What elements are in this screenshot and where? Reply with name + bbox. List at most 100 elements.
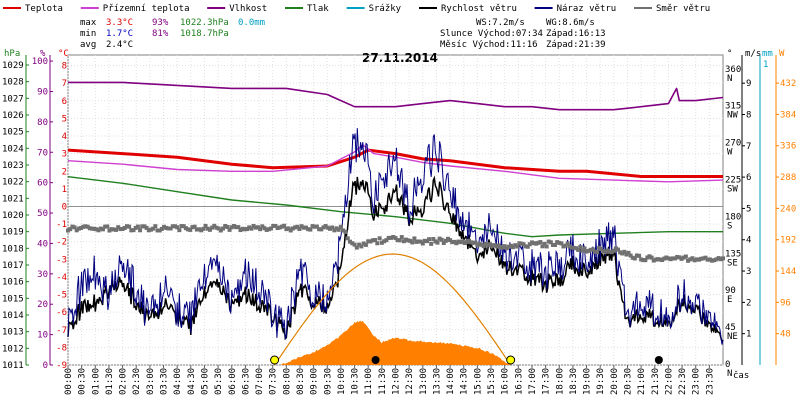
- hpa-tick-label: 1021: [2, 194, 24, 204]
- series-direction-point: [131, 228, 136, 233]
- series-direction-point: [588, 247, 593, 252]
- series-direction-point: [234, 225, 239, 230]
- series-direction-point: [694, 257, 699, 262]
- series-direction-point: [622, 249, 627, 254]
- sunset-marker: [506, 355, 516, 365]
- series-ground-temperature: [67, 144, 724, 183]
- series-direction-point: [460, 239, 465, 244]
- series-direction-point: [718, 257, 723, 262]
- solar-tick-label: 384: [780, 110, 796, 120]
- series-direction-point: [576, 247, 581, 252]
- series-direction-point: [79, 226, 84, 231]
- series-direction-point: [225, 224, 230, 229]
- series-direction-point: [105, 224, 110, 229]
- legend-label: Vlhkost: [229, 4, 267, 14]
- series-direction-point: [502, 244, 507, 249]
- series-direction-point: [127, 224, 132, 229]
- series-direction-point: [450, 240, 455, 245]
- series-direction-point: [565, 241, 570, 246]
- time-tick-label: 05:00: [200, 368, 210, 395]
- degc-tick-label: -4: [56, 273, 67, 283]
- series-direction-point: [582, 246, 587, 251]
- pct-tick-label: 70: [37, 148, 48, 158]
- legend-label: Teplota: [25, 4, 63, 14]
- series-direction-point: [74, 228, 79, 233]
- time-tick-label: 11:00: [364, 368, 374, 395]
- series-direction-point: [408, 238, 413, 243]
- hpa-tick-label: 1017: [2, 261, 24, 271]
- series-direction-point: [559, 241, 564, 246]
- series-direction-point: [81, 224, 86, 229]
- series-direction-point: [368, 239, 373, 244]
- degc-tick-label: -5: [56, 291, 67, 301]
- series-direction-point: [517, 241, 522, 246]
- series-direction-point: [251, 223, 256, 228]
- series-direction-point: [96, 228, 101, 233]
- pct-tick-label: 30: [37, 270, 48, 280]
- series-direction-point: [414, 239, 419, 244]
- series-direction-point: [668, 257, 673, 262]
- series-direction-point: [124, 224, 129, 229]
- time-tick-label: 10:30: [351, 368, 361, 395]
- chart-date: 27.11.2014: [362, 51, 438, 65]
- time-tick-label: 22:00: [664, 368, 674, 395]
- series-direction-point: [609, 250, 614, 255]
- series-direction-point: [490, 243, 495, 248]
- time-tick-label: 23:00: [692, 368, 702, 395]
- degc-tick-label: 3: [62, 150, 67, 160]
- series-direction-point: [129, 228, 134, 233]
- axis-header-mm: mm: [762, 49, 773, 59]
- time-tick-label: 13:00: [419, 368, 429, 395]
- hpa-tick-label: 1023: [2, 161, 24, 171]
- time-tick-label: 01:30: [105, 368, 115, 395]
- series-direction-point: [550, 242, 555, 247]
- time-tick-label: 06:00: [228, 368, 238, 395]
- series-direction-point: [519, 241, 524, 246]
- ms-tick-label: 6: [746, 173, 751, 183]
- stats-moon-set: Západ:21:39: [546, 40, 606, 50]
- series-direction-point: [258, 227, 263, 232]
- series-direction-point: [146, 228, 151, 233]
- series-direction-point: [262, 226, 267, 231]
- axis-header-deg: °: [727, 49, 732, 59]
- series-direction-point: [716, 256, 721, 261]
- series-direction-point: [384, 238, 389, 243]
- dir-tick-name: SE: [727, 258, 738, 268]
- stats-moon-rise: Měsíc Východ:11:16: [440, 40, 538, 50]
- series-direction-point: [260, 224, 265, 229]
- legend-label: Srážky: [369, 4, 402, 14]
- series-direction-point: [641, 258, 646, 263]
- series-direction-point: [310, 224, 315, 229]
- series-direction-point: [205, 226, 210, 231]
- axis-header-degc: °C: [58, 49, 69, 59]
- series-direction-point: [238, 228, 243, 233]
- hpa-tick-label: 1016: [2, 278, 24, 288]
- stats-avg-temp: 2.4°C: [106, 40, 133, 50]
- series-direction-point: [536, 240, 541, 245]
- series-direction-point: [563, 243, 568, 248]
- time-tick-label: 20:30: [623, 368, 633, 395]
- time-tick-label: 19:30: [596, 368, 606, 395]
- series-direction-point: [393, 236, 398, 241]
- series-direction-point: [308, 227, 313, 232]
- right-axes: 360N315NW270W225SW180S135SE90E45NE0N9876…: [725, 55, 796, 379]
- series-direction-point: [284, 227, 289, 232]
- series-direction-point: [201, 226, 206, 231]
- series-direction-point: [441, 241, 446, 246]
- time-tick-label: 04:30: [187, 368, 197, 395]
- ms-tick-label: 4: [746, 236, 751, 246]
- series-direction-point: [107, 228, 112, 233]
- axis-header-w: W: [779, 49, 785, 59]
- degc-tick-label: -9: [56, 361, 67, 371]
- time-tick-label: 02:00: [119, 368, 129, 395]
- time-axis: 00:00 00:30 01:00 01:30 02:00 02:30 03:00 03:30…: [64, 365, 715, 395]
- series-direction-point: [155, 228, 160, 233]
- ms-tick-label: 8: [746, 110, 751, 120]
- time-tick-label: 12:30: [405, 368, 415, 395]
- degc-tick-label: -1: [56, 220, 67, 230]
- series-direction-point: [317, 227, 322, 232]
- pct-tick-label: 90: [37, 87, 48, 97]
- series-direction-point: [688, 257, 693, 262]
- series-direction-point: [699, 256, 704, 261]
